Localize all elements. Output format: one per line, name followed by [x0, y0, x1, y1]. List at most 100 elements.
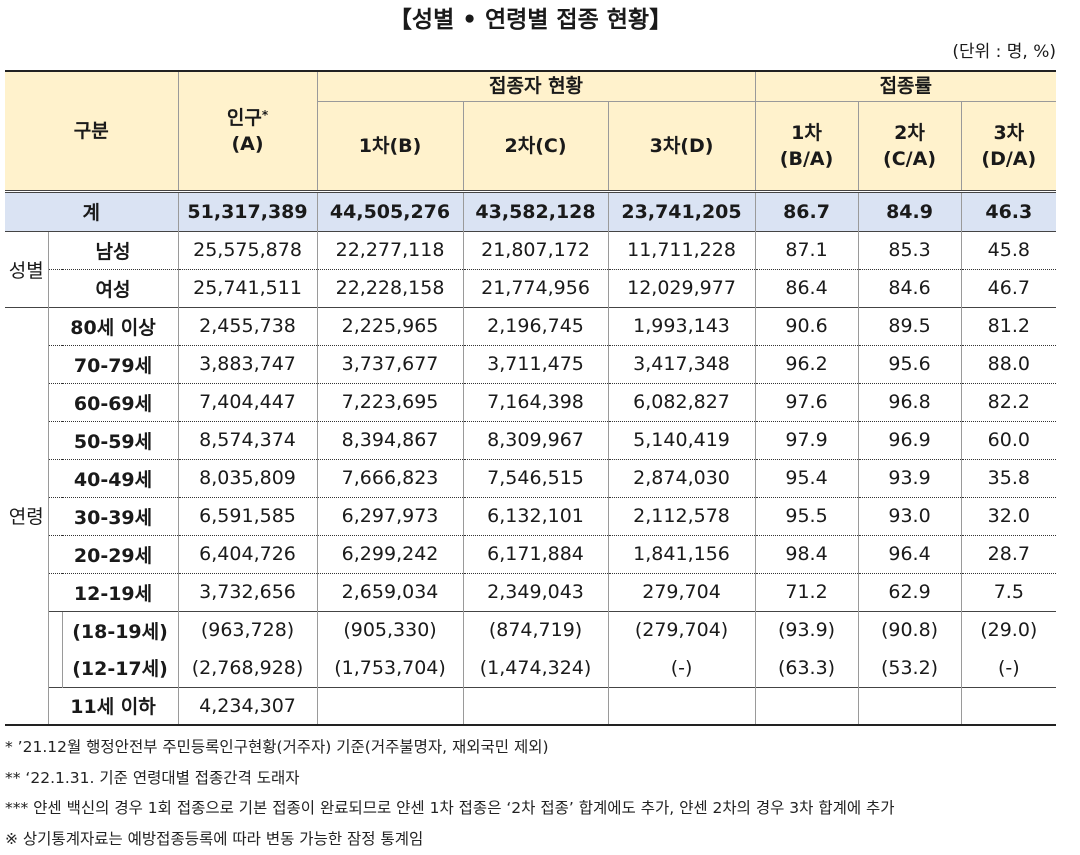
cell-rate3: 81.2 — [960, 306, 1057, 345]
cell-rate3: (-) — [960, 649, 1057, 687]
cell-dose3: 12,029,977 — [607, 268, 756, 307]
cell-rate3: 7.5 — [960, 572, 1057, 611]
cell-rate1: 90.6 — [754, 306, 859, 345]
header-rate-group: 접종률 — [754, 71, 1057, 101]
cell-dose3: 2,112,578 — [607, 496, 756, 535]
row-label: 70-79세 — [47, 344, 179, 383]
row-label: 40-49세 — [47, 458, 179, 497]
table-row-sub: (12-17세) (2,768,928) (1,753,704) (1,474,… — [5, 649, 1057, 687]
header-rate3: 3차 (D/A) — [960, 100, 1057, 191]
cell-dose2: 7,164,398 — [462, 382, 609, 421]
footnote: *** 얀센 백신의 경우 1회 접종으로 기본 접종이 완료되므로 얀센 1차… — [5, 799, 895, 817]
cell-rate2: 85.3 — [857, 230, 962, 269]
footnotes: * ’21.12월 행정안전부 주민등록인구현황(거주자) 기준(거주불명자, … — [5, 732, 895, 854]
cell-rate1: 86.4 — [754, 268, 859, 307]
cell-rate1: 97.9 — [754, 420, 859, 459]
cell-dose1: 22,228,158 — [316, 268, 464, 307]
cell-population: 3,883,747 — [177, 344, 318, 383]
cell-dose3: (-) — [607, 649, 756, 687]
header-dose3: 3차(D) — [607, 100, 756, 191]
cell-population: 8,574,374 — [177, 420, 318, 459]
cell-empty — [316, 686, 464, 725]
cell-population: 25,741,511 — [177, 268, 318, 307]
cell-dose1: 8,394,867 — [316, 420, 464, 459]
cell-empty — [462, 686, 609, 725]
cell-rate2: 95.6 — [857, 344, 962, 383]
cell-dose1: (1,753,704) — [316, 649, 464, 687]
cell-dose2: 6,171,884 — [462, 534, 609, 573]
cell-dose3: 1,993,143 — [607, 306, 756, 345]
row-label: 80세 이상 — [47, 306, 179, 345]
cell-dose2: 2,196,745 — [462, 306, 609, 345]
cell-dose1: 7,223,695 — [316, 382, 464, 421]
header-population-sub: (A) — [231, 132, 264, 155]
cell-rate2: 96.8 — [857, 382, 962, 421]
page-title: 【성별 • 연령별 접종 현황】 — [388, 7, 673, 33]
cell-rate2: 84.9 — [857, 189, 962, 231]
cell-rate2: (53.2) — [857, 649, 962, 687]
category-age: 연령 — [5, 306, 48, 725]
cell-dose3: 6,082,827 — [607, 382, 756, 421]
cell-rate1: 97.6 — [754, 382, 859, 421]
footnote-mark: * — [261, 107, 269, 122]
cell-population: 25,575,878 — [177, 230, 318, 269]
cell-rate3: 45.8 — [960, 230, 1057, 269]
cell-rate1: (63.3) — [754, 649, 859, 687]
table-row: 60-69세 7,404,447 7,223,695 7,164,398 6,0… — [5, 382, 1057, 421]
header-rate2-top: 2차 — [894, 121, 925, 144]
cell-rate1: 71.2 — [754, 572, 859, 611]
cell-population: 2,455,738 — [177, 306, 318, 345]
category-sex: 성별 — [5, 230, 48, 307]
cell-dose1: 22,277,118 — [316, 230, 464, 269]
cell-rate3: 32.0 — [960, 496, 1057, 535]
cell-dose2: 2,349,043 — [462, 572, 609, 611]
cell-population: 8,035,809 — [177, 458, 318, 497]
cell-rate3: 88.0 — [960, 344, 1057, 383]
table-row: 여성 25,741,511 22,228,158 21,774,956 12,0… — [5, 268, 1057, 307]
cell-rate3: 46.7 — [960, 268, 1057, 307]
table-row: 12-19세 3,732,656 2,659,034 2,349,043 279… — [5, 572, 1057, 611]
cell-rate1: 95.4 — [754, 458, 859, 497]
cell-rate3: 35.8 — [960, 458, 1057, 497]
cell-rate2: 62.9 — [857, 572, 962, 611]
cell-dose2: 21,807,172 — [462, 230, 609, 269]
table-row: 30-39세 6,591,585 6,297,973 6,132,101 2,1… — [5, 496, 1057, 535]
cell-population: 7,404,447 — [177, 382, 318, 421]
cell-rate1: 95.5 — [754, 496, 859, 535]
cell-empty — [960, 686, 1057, 725]
cell-empty — [607, 686, 756, 725]
row-label: (18-19세) — [61, 610, 179, 649]
cell-rate2: 84.6 — [857, 268, 962, 307]
cell-dose1: 6,299,242 — [316, 534, 464, 573]
footnote: * ’21.12월 행정안전부 주민등록인구현황(거주자) 기준(거주불명자, … — [5, 738, 549, 756]
cell-dose1: 2,659,034 — [316, 572, 464, 611]
cell-dose1: 44,505,276 — [316, 189, 464, 231]
cell-dose1: 3,737,677 — [316, 344, 464, 383]
cell-rate1: 98.4 — [754, 534, 859, 573]
cell-population: 51,317,389 — [177, 189, 318, 231]
row-label: 50-59세 — [47, 420, 179, 459]
row-label: (12-17세) — [61, 649, 179, 687]
header-dose1: 1차(B) — [316, 100, 464, 191]
cell-dose1: 7,666,823 — [316, 458, 464, 497]
header-rate1-bottom: (B/A) — [779, 147, 834, 170]
vaccination-table: 구분 인구* (A) 접종자 현황 접종률 1차(B) 2차(C) 3차(D) … — [5, 70, 1057, 726]
table-row: 40-49세 8,035,809 7,666,823 7,546,515 2,8… — [5, 458, 1057, 497]
cell-population: 6,404,726 — [177, 534, 318, 573]
cell-dose2: 8,309,967 — [462, 420, 609, 459]
cell-rate3: 60.0 — [960, 420, 1057, 459]
cell-population: 4,234,307 — [177, 686, 318, 725]
table-row-sub: (18-19세) (963,728) (905,330) (874,719) (… — [5, 610, 1057, 687]
cell-rate2: 93.0 — [857, 496, 962, 535]
cell-dose2: 21,774,956 — [462, 268, 609, 307]
cell-dose3: 3,417,348 — [607, 344, 756, 383]
cell-rate3: 46.3 — [960, 189, 1057, 231]
header-rate1-top: 1차 — [791, 121, 822, 144]
cell-rate1: 96.2 — [754, 344, 859, 383]
row-label: 남성 — [47, 230, 179, 269]
cell-population: 6,591,585 — [177, 496, 318, 535]
cell-empty — [754, 686, 859, 725]
cell-dose2: (874,719) — [462, 610, 609, 649]
cell-dose1: (905,330) — [316, 610, 464, 649]
cell-rate2: 96.4 — [857, 534, 962, 573]
